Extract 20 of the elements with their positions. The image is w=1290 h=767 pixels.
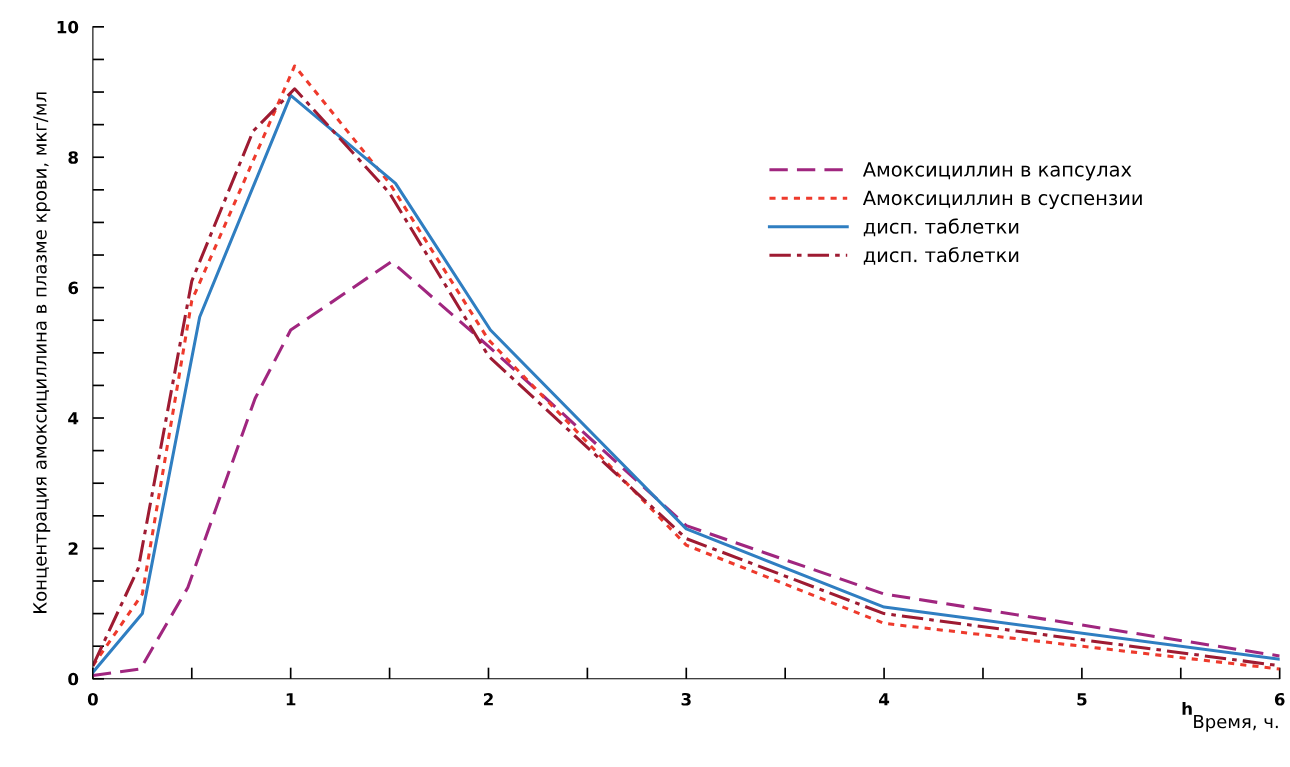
legend-label: Амоксициллин в суспензии — [862, 190, 1142, 210]
x-tick-label: 2 — [484, 692, 493, 706]
x-tick-label: 5 — [1077, 693, 1087, 706]
legend-label: дисп. таблетки — [863, 246, 1019, 265]
x-tick-label: 1 — [286, 693, 296, 706]
y-tick-label: 4 — [68, 412, 79, 425]
x-tick-label: 6 — [1274, 692, 1285, 706]
legend-label: Амоксициллин в капсулах — [862, 162, 1132, 181]
text: h — [1182, 701, 1192, 715]
y-tick-label: 6 — [68, 281, 79, 295]
x-tick-label: 4 — [879, 693, 890, 706]
y-tick-label: 0 — [68, 672, 79, 686]
y-axis-title: Концентрация амоксициллина в плазме крови, мкг/мл — [33, 92, 51, 613]
x-tick-label: 0 — [87, 692, 98, 706]
y-tick-label: 8 — [68, 151, 78, 164]
legend-label: дисп. таблетки — [863, 218, 1019, 237]
y-tick-label: 10 — [57, 20, 79, 34]
x-axis-title: Время, ч. — [1194, 714, 1278, 732]
x-tick-label: 3 — [681, 692, 691, 706]
y-tick-label: 2 — [68, 542, 78, 555]
